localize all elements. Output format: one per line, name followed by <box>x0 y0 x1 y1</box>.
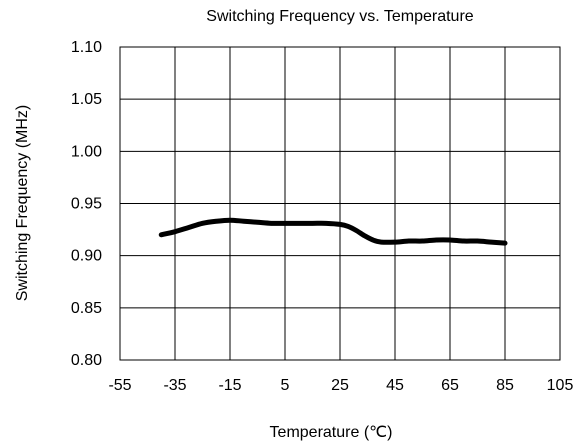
chart-title: Switching Frequency vs. Temperature <box>206 8 473 25</box>
x-axis-ticks: -55 -35 -15 5 25 45 65 85 105 <box>108 377 573 394</box>
x-tick-label: -35 <box>163 377 186 394</box>
y-axis-ticks: 0.80 0.85 0.90 0.95 1.00 1.05 1.10 <box>71 39 102 369</box>
gridlines <box>120 47 560 360</box>
y-tick-label: 0.85 <box>71 300 102 317</box>
y-tick-label: 1.10 <box>71 39 102 56</box>
series-layer <box>158 217 508 246</box>
x-tick-label: 85 <box>496 377 514 394</box>
x-tick-label: 105 <box>547 377 574 394</box>
y-tick-label: 1.05 <box>71 91 102 108</box>
plot-area-frame <box>119 46 561 361</box>
y-tick-label: 0.90 <box>71 248 102 265</box>
y-axis-label: Switching Frequency (MHz) <box>14 105 31 302</box>
x-tick-label: 25 <box>331 377 349 394</box>
x-tick-label: -55 <box>108 377 131 394</box>
y-tick-label: 0.80 <box>71 352 102 369</box>
x-tick-label: -15 <box>218 377 241 394</box>
x-tick-label: 65 <box>441 377 459 394</box>
x-axis-label: Temperature (℃) <box>270 424 393 441</box>
x-tick-label: 5 <box>281 377 290 394</box>
y-tick-label: 0.95 <box>71 196 102 213</box>
x-tick-label: 45 <box>386 377 404 394</box>
y-tick-label: 1.00 <box>71 143 102 160</box>
series-line-0 <box>158 217 508 246</box>
